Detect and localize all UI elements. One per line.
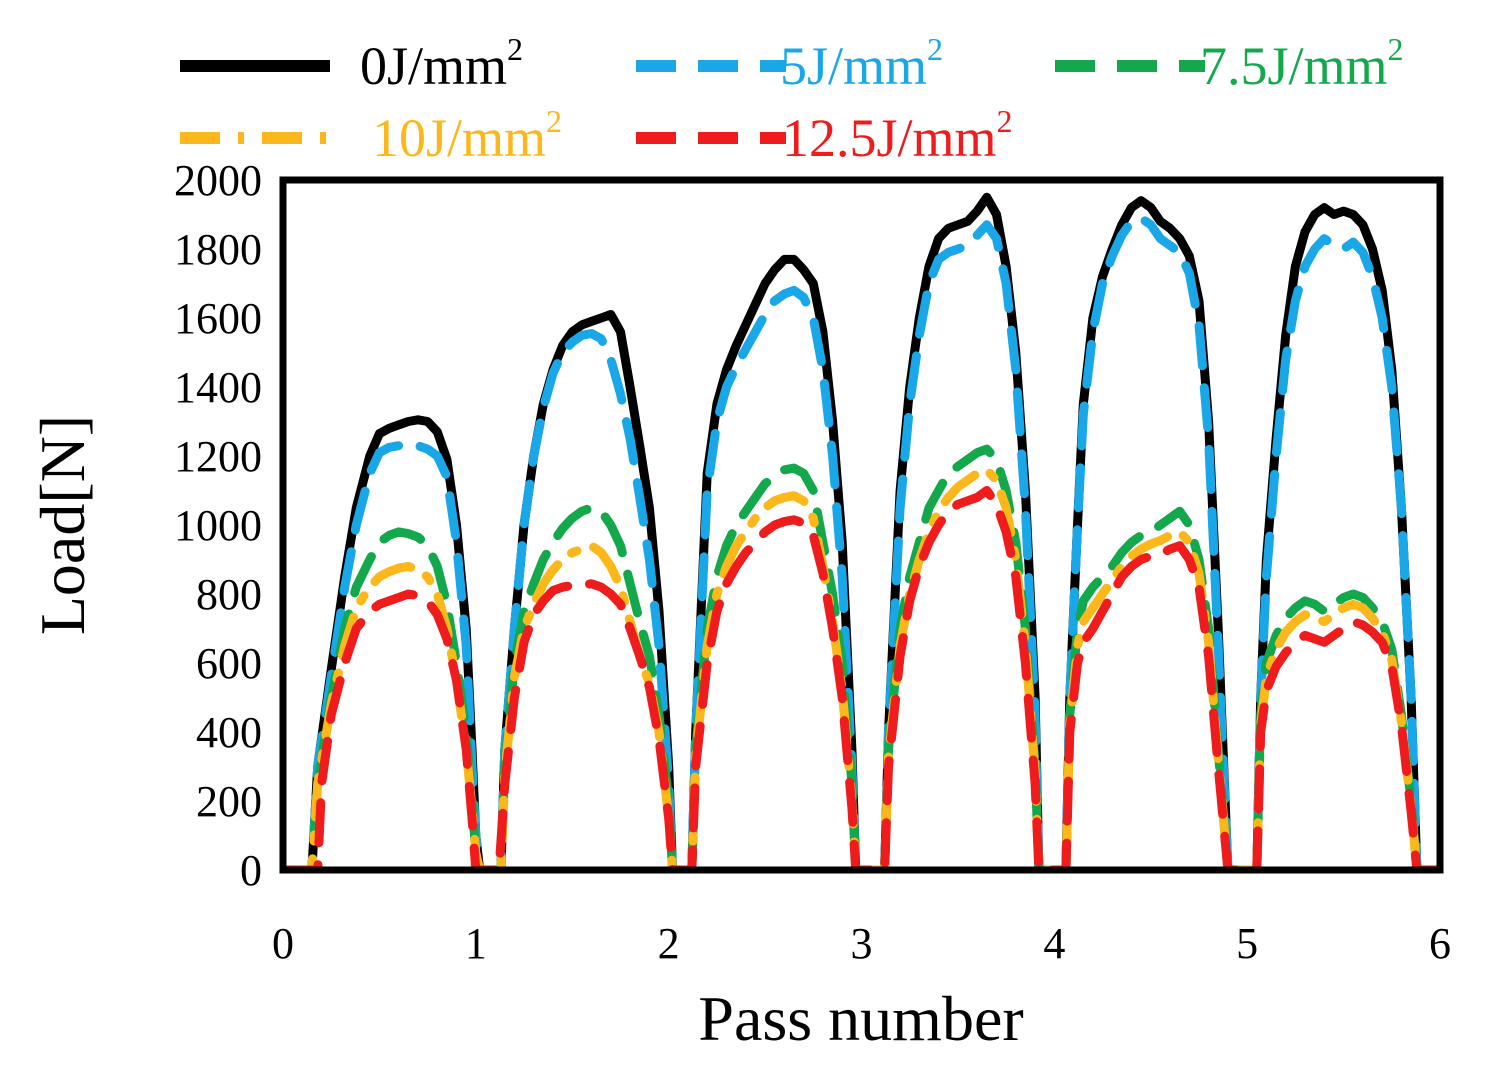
- y-tick-label: 600: [196, 639, 262, 688]
- y-tick-label: 400: [196, 708, 262, 757]
- y-tick-label: 800: [196, 570, 262, 619]
- legend-label-text: 10J/mm: [372, 108, 546, 168]
- legend-label-superscript: 2: [997, 103, 1013, 139]
- x-tick-label: 1: [465, 919, 487, 968]
- series-layer: [283, 192, 1440, 870]
- y-axis-ticks: 0 200 400 600 800 1000 1200 1400 1600 1800 2000: [174, 156, 262, 895]
- x-tick-label: 6: [1429, 919, 1451, 968]
- legend-label-4: 12.5J/mm2: [782, 103, 1013, 168]
- x-tick-label: 5: [1236, 919, 1258, 968]
- y-tick-label: 2000: [174, 156, 262, 205]
- x-tick-label: 4: [1043, 919, 1065, 968]
- legend-label-text: 12.5J/mm: [782, 108, 997, 168]
- x-tick-label: 3: [851, 919, 873, 968]
- y-tick-label: 1200: [174, 432, 262, 481]
- y-tick-label: 200: [196, 777, 262, 826]
- legend-label-3: 10J/mm2: [372, 103, 562, 168]
- x-tick-label: 2: [658, 919, 680, 968]
- legend-label-1: 5J/mm2: [780, 31, 943, 96]
- legend-label-superscript: 2: [1388, 31, 1404, 67]
- legend-label-superscript: 2: [507, 31, 523, 67]
- legend-label-text: 7.5J/mm: [1200, 36, 1388, 96]
- x-axis-title: Pass number: [698, 983, 1023, 1054]
- legend-label-text: 0J/mm: [360, 36, 507, 96]
- x-tick-label: 0: [272, 919, 294, 968]
- legend-label-superscript: 2: [927, 31, 943, 67]
- y-tick-label: 1000: [174, 501, 262, 550]
- y-tick-label: 1800: [174, 225, 262, 274]
- legend-label-text: 5J/mm: [780, 36, 927, 96]
- legend-label-superscript: 2: [546, 103, 562, 139]
- y-axis-title: Load[N]: [27, 415, 98, 635]
- y-tick-label: 0: [240, 846, 262, 895]
- y-tick-label: 1400: [174, 363, 262, 412]
- plot-frame: [279, 176, 1444, 874]
- y-tick-label: 1600: [174, 294, 262, 343]
- legend-label-0: 0J/mm2: [360, 31, 523, 96]
- x-axis-ticks: 0 1 2 3 4 5 6: [272, 919, 1451, 968]
- legend-label-2: 7.5J/mm2: [1200, 31, 1404, 96]
